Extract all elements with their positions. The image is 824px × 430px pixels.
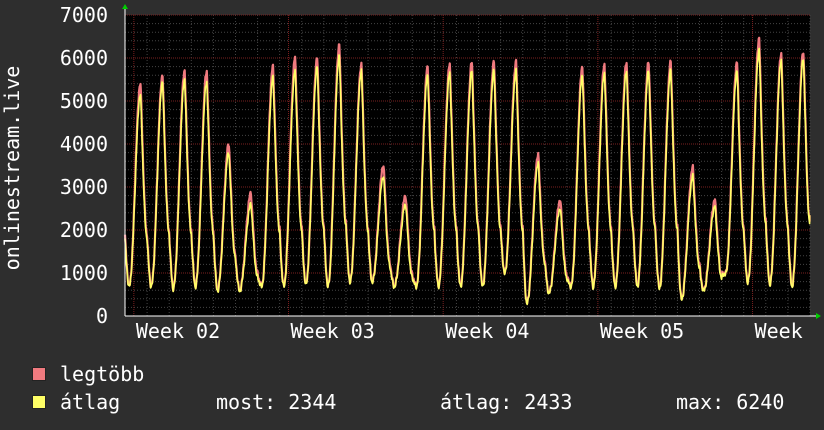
y-tick-label: 0 xyxy=(96,304,108,328)
y-tick-label: 4000 xyxy=(60,132,108,156)
y-tick-label: 5000 xyxy=(60,89,108,113)
x-tick-label: Week xyxy=(755,319,803,343)
x-tick-label: Week 03 xyxy=(291,319,375,343)
x-tick-label: Week 04 xyxy=(445,319,529,343)
y-tick-label: 3000 xyxy=(60,175,108,199)
axes-layer xyxy=(122,4,821,319)
tick-labels: 0 1000 2000 3000 4000 5000 6000 7000 Week 02 Week… xyxy=(60,3,803,343)
x-tick-label: Week 05 xyxy=(600,319,684,343)
y-axis-arrow xyxy=(122,4,128,9)
x-tick-label: Week 02 xyxy=(136,319,220,343)
series-layer xyxy=(123,36,811,306)
y-tick-label: 2000 xyxy=(60,218,108,242)
y-tick-label: 1000 xyxy=(60,261,108,285)
series-line-atlag xyxy=(124,47,811,306)
x-axis-arrow xyxy=(816,313,821,319)
y-tick-label: 6000 xyxy=(60,46,108,70)
y-axis-label: onlinestream.live xyxy=(0,66,24,271)
y-tick-label: 7000 xyxy=(60,3,108,27)
